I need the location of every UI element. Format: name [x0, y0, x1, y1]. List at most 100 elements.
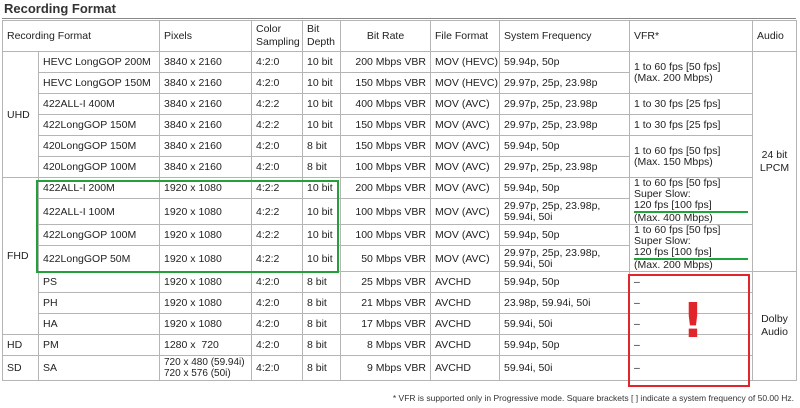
table-row: 420LongGOP 100M 3840 x 2160 4:2:0 8 bit …: [3, 156, 797, 178]
cell-sys-freq: 29.97p, 25p, 23.98p: [499, 93, 630, 115]
cell-vfr: 1 to 60 fps [50 fps] (Max. 150 Mbps): [629, 135, 753, 178]
table-row: PH 1920 x 1080 4:2:0 8 bit 21 Mbps VBR A…: [3, 292, 797, 314]
cell-sys-freq: 59.94p, 50p: [499, 176, 630, 200]
footnote: * VFR is supported only in Progressive m…: [392, 393, 794, 403]
cell-depth: 8 bit: [302, 313, 341, 335]
header-audio: Audio: [752, 20, 797, 52]
cell-sys-freq: 59.94p, 50p: [499, 334, 630, 356]
cell-format: SA: [38, 355, 160, 381]
cell-pixels: 1920 x 1080: [159, 198, 252, 225]
cell-bitrate: 400 Mbps VBR: [340, 93, 431, 115]
recording-format-table: Recording Format Pixels Color Sampling B…: [2, 20, 797, 381]
table-row: PS 1920 x 1080 4:2:0 8 bit 25 Mbps VBR A…: [3, 271, 797, 381]
header-color-sampling: Color Sampling: [251, 20, 303, 52]
cell-depth: 8 bit: [302, 271, 341, 293]
cell-sys-freq: 23.98p, 59.94i, 50i: [499, 292, 630, 314]
vfr-line: (Max. 400 Mbps): [634, 212, 713, 224]
cell-format: 422LongGOP 50M: [38, 245, 160, 272]
cell-pixels: 1920 x 1080: [159, 245, 252, 272]
cell-format: PM: [38, 334, 160, 356]
cell-format: 420LongGOP 100M: [38, 156, 160, 178]
table-row: 422LongGOP 150M 3840 x 2160 4:2:2 10 bit…: [3, 114, 797, 136]
cell-sampling: 4:2:2: [251, 198, 303, 225]
cell-vfr-dash: –: [629, 355, 753, 381]
cell-sys-freq: 29.97p, 25p, 23.98p, 59.94i, 50i: [499, 198, 630, 225]
cell-pixels: 1920 x 1080: [159, 176, 252, 200]
cell-depth: 8 bit: [302, 135, 341, 157]
cell-sys-freq: 29.97p, 25p, 23.98p: [499, 72, 630, 94]
cell-bitrate: 150 Mbps VBR: [340, 135, 431, 157]
table-row: 422ALL-I 100M 1920 x 1080 4:2:2 10 bit 1…: [3, 198, 797, 225]
cell-vfr-dash: –: [629, 271, 753, 293]
cell-sampling: 4:2:0: [251, 51, 303, 73]
cell-format: 422ALL-I 400M: [38, 93, 160, 115]
group-hd: HD: [2, 334, 39, 356]
group-fhd: FHD: [2, 177, 39, 335]
vfr-highlight-line: 120 fps [100 fps]: [634, 247, 748, 260]
cell-file-format: MOV (AVC): [430, 156, 500, 178]
cell-format: HEVC LongGOP 200M: [38, 51, 160, 73]
cell-vfr: 1 to 30 fps [25 fps]: [629, 114, 753, 136]
cell-file-format: MOV (AVC): [430, 176, 500, 200]
cell-sampling: 4:2:2: [251, 223, 303, 247]
cell-depth: 10 bit: [302, 198, 341, 225]
cell-depth: 8 bit: [302, 334, 341, 356]
cell-file-format: MOV (AVC): [430, 223, 500, 247]
cell-pixels: 3840 x 2160: [159, 135, 252, 157]
cell-format: 422LongGOP 100M: [38, 223, 160, 247]
cell-format: HA: [38, 313, 160, 335]
cell-sampling: 4:2:0: [251, 135, 303, 157]
cell-sys-freq: 59.94p, 50p: [499, 51, 630, 73]
cell-format: PH: [38, 292, 160, 314]
cell-depth: 10 bit: [302, 93, 341, 115]
cell-sampling: 4:2:2: [251, 176, 303, 200]
cell-sampling: 4:2:2: [251, 114, 303, 136]
table-title: Recording Format: [4, 1, 116, 16]
cell-sampling: 4:2:0: [251, 313, 303, 335]
header-vfr: VFR*: [629, 20, 753, 52]
cell-sampling: 4:2:2: [251, 245, 303, 272]
header-recording-format: Recording Format: [2, 20, 160, 52]
cell-vfr: 1 to 60 fps [50 fps] (Max. 200 Mbps): [629, 51, 753, 94]
title-divider: [2, 18, 796, 19]
cell-depth: 10 bit: [302, 223, 341, 247]
cell-bitrate: 9 Mbps VBR: [340, 355, 431, 381]
cell-file-format: MOV (AVC): [430, 198, 500, 225]
cell-format: 422LongGOP 150M: [38, 114, 160, 136]
cell-file-format: MOV (AVC): [430, 135, 500, 157]
cell-bitrate: 200 Mbps VBR: [340, 51, 431, 73]
cell-bitrate: 17 Mbps VBR: [340, 313, 431, 335]
vfr-highlight-line: 120 fps [100 fps]: [634, 200, 748, 213]
cell-pixels: 3840 x 2160: [159, 156, 252, 178]
cell-sys-freq: 59.94p, 50p: [499, 135, 630, 157]
cell-sampling: 4:2:0: [251, 292, 303, 314]
group-uhd: UHD: [2, 51, 39, 178]
cell-file-format: AVCHD: [430, 334, 500, 356]
cell-sys-freq: 59.94i, 50i: [499, 355, 630, 381]
cell-bitrate: 25 Mbps VBR: [340, 271, 431, 293]
cell-pixels: 1920 x 1080: [159, 271, 252, 293]
cell-bitrate: 100 Mbps VBR: [340, 156, 431, 178]
header-bit-rate: Bit Rate: [340, 20, 431, 52]
cell-depth: 10 bit: [302, 72, 341, 94]
cell-sys-freq: 59.94p, 50p: [499, 271, 630, 293]
cell-sampling: 4:2:0: [251, 334, 303, 356]
group-sd: SD: [2, 355, 39, 381]
cell-depth: 10 bit: [302, 51, 341, 73]
cell-depth: 10 bit: [302, 114, 341, 136]
cell-depth: 8 bit: [302, 355, 341, 381]
cell-format: 420LongGOP 150M: [38, 135, 160, 157]
cell-file-format: MOV (AVC): [430, 93, 500, 115]
cell-bitrate: 21 Mbps VBR: [340, 292, 431, 314]
header-pixels: Pixels: [159, 20, 252, 52]
table-row: 422ALL-I 400M 3840 x 2160 4:2:2 10 bit 4…: [3, 93, 797, 115]
cell-file-format: MOV (AVC): [430, 245, 500, 272]
cell-file-format: MOV (HEVC): [430, 51, 500, 73]
cell-pixels: 1280 x 720: [159, 334, 252, 356]
vfr-line: Super Slow:: [634, 235, 691, 247]
table-row: HD PM 1280 x 720 4:2:0 8 bit 8 Mbps VBR …: [2, 334, 797, 356]
cell-pixels: 720 x 480 (59.94i) 720 x 576 (50i): [159, 355, 252, 381]
cell-sampling: 4:2:0: [251, 156, 303, 178]
cell-format: 422ALL-I 200M: [38, 176, 160, 200]
cell-pixels: 1920 x 1080: [159, 223, 252, 247]
